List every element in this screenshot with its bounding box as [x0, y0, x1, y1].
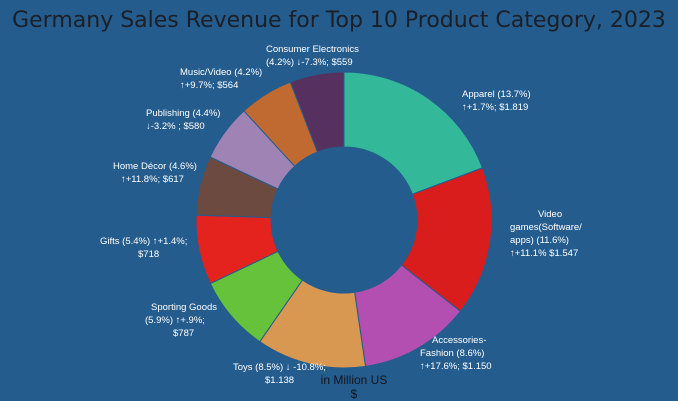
label-apparel: Apparel (13.7%) ↑+1.7%; $1.819 [462, 89, 531, 113]
label-consumer-electronics: Consumer Electronics (4.2%) ↓-7.3%; $559 [266, 44, 359, 68]
chart-title: Germany Sales Revenue for Top 10 Product… [12, 8, 666, 33]
label-music-video: Music/Video (4.2%) ↑+9.7%; $564 [180, 67, 263, 91]
slice-consumer-electronics [289, 71, 345, 153]
unit-label: in Million US $ [320, 373, 388, 401]
label-home-decor: Home Décor (4.6%) ↑+11.8%; $617 [113, 161, 197, 185]
label-video-games: Video games(Software/ apps) (11.6%) ↑+11… [510, 209, 582, 259]
label-accessories-fashion: Accessories- Fashion (8.6%) ↑+17.6%; $1.… [420, 335, 492, 372]
label-toys: Toys (8.5%) ↓ -10.8%; $1.138 [233, 362, 326, 386]
label-gifts: Gifts (5.4%) ↑+1.4%; $718 [100, 236, 188, 260]
slice-apparel [343, 71, 484, 195]
label-sporting-goods: Sporting Goods (5.9%) ↑+.9%; $787 [145, 302, 218, 339]
label-publishing: Publishing (4.4%) ↓-3.2% ; $580 [146, 108, 221, 132]
